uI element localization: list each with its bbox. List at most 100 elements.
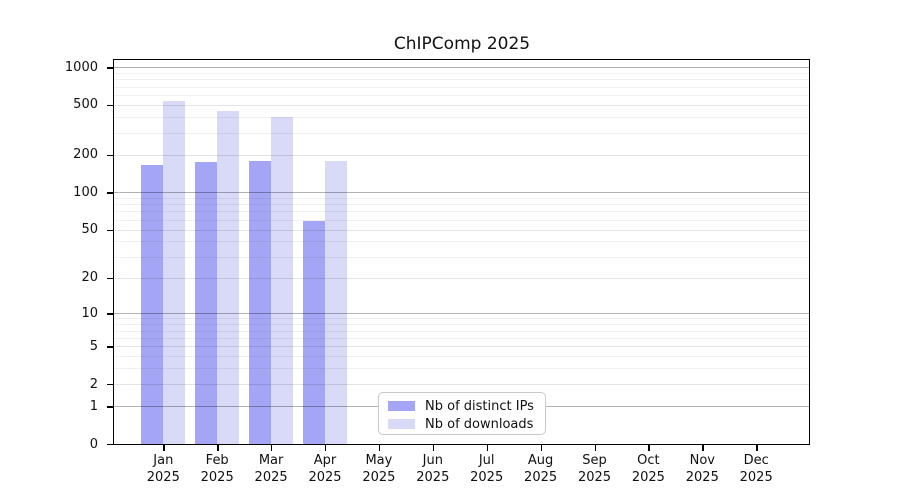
- gridline-minor: [114, 324, 810, 326]
- y-axis-tick-label: 100: [73, 184, 98, 200]
- gridline-minor: [114, 356, 810, 358]
- year-label: 2025: [308, 470, 342, 485]
- year-label: 2025: [146, 470, 180, 485]
- x-axis-tick: [325, 444, 327, 451]
- y-axis-tick-label: 20: [81, 270, 98, 286]
- x-axis-tick-label: Oct 2025: [616, 452, 680, 486]
- x-axis-tick-label: Jul 2025: [455, 452, 519, 486]
- year-label: 2025: [685, 470, 719, 485]
- y-axis-tick: [107, 444, 114, 446]
- x-axis-tick-label: May 2025: [347, 452, 411, 486]
- gridline-minor: [114, 79, 810, 81]
- gridline-medium: [114, 346, 810, 348]
- month-label: Jan: [153, 453, 174, 468]
- month-label: Mar: [258, 453, 284, 468]
- legend-swatch-distinct-ips: [388, 401, 415, 411]
- gridline-minor: [114, 256, 810, 258]
- x-axis-tick-label: Sep 2025: [563, 452, 627, 486]
- x-axis-tick-label: Jun 2025: [401, 452, 465, 486]
- gridline-medium: [114, 104, 810, 106]
- y-axis-tick: [107, 192, 114, 194]
- gridline-major: [114, 313, 810, 315]
- y-axis-tick-label: 2: [89, 376, 98, 392]
- x-axis-tick: [540, 444, 542, 451]
- legend-entry-distinct-ips: Nb of distinct IPs: [379, 397, 545, 415]
- y-axis-tick: [107, 384, 114, 386]
- legend-entry-downloads: Nb of downloads: [379, 415, 545, 433]
- y-axis-tick: [107, 154, 114, 157]
- x-axis-tick-label: Feb 2025: [185, 452, 249, 486]
- gridline-minor: [114, 197, 810, 199]
- x-axis-tick: [702, 444, 704, 451]
- x-axis-tick: [756, 444, 758, 451]
- x-axis-tick: [486, 444, 489, 451]
- year-label: 2025: [470, 470, 504, 485]
- month-label: May: [365, 453, 393, 468]
- year-label: 2025: [416, 470, 450, 485]
- bar-distinct-ips-feb: [195, 161, 218, 444]
- x-axis-tick: [432, 444, 435, 451]
- gridline-minor: [114, 204, 810, 206]
- gridline-medium: [114, 384, 810, 386]
- x-axis-tick-label: Dec 2025: [724, 452, 788, 486]
- y-axis-tick: [107, 313, 114, 315]
- gridline-minor: [114, 330, 810, 332]
- bar-downloads-mar: [271, 116, 294, 444]
- gridline-minor: [114, 318, 810, 320]
- bar-downloads-feb: [217, 110, 240, 444]
- gridline-minor: [114, 132, 810, 134]
- bar-downloads-apr: [325, 161, 347, 444]
- month-label: Jun: [422, 453, 443, 468]
- month-label: Feb: [205, 453, 229, 468]
- y-axis-tick-label: 50: [81, 222, 98, 238]
- gridline-medium: [114, 154, 810, 156]
- y-axis-tick-label: 1000: [64, 59, 98, 75]
- y-axis-tick-label: 10: [81, 305, 98, 321]
- gridline-minor: [114, 117, 810, 119]
- y-axis-tick-label: 1: [89, 398, 98, 414]
- gridline-minor: [114, 94, 810, 96]
- month-label: Oct: [637, 453, 660, 468]
- year-label: 2025: [524, 470, 558, 485]
- year-label: 2025: [739, 470, 773, 485]
- month-label: Dec: [743, 453, 769, 468]
- x-axis-tick: [217, 444, 219, 451]
- y-axis-tick: [107, 67, 114, 69]
- chart-title: ChIPComp 2025: [393, 34, 531, 54]
- year-label: 2025: [362, 470, 396, 485]
- gridline-medium: [114, 229, 810, 231]
- gridline-major: [114, 192, 810, 194]
- year-label: 2025: [631, 470, 665, 485]
- legend-label-downloads: Nb of downloads: [425, 416, 534, 432]
- x-axis-tick: [378, 444, 381, 451]
- x-axis-tick-label: Aug 2025: [509, 452, 573, 486]
- bar-distinct-ips-jan: [141, 165, 164, 444]
- y-axis-tick-label: 5: [89, 338, 98, 354]
- year-label: 2025: [254, 470, 288, 485]
- gridline-minor: [114, 368, 810, 370]
- gridline-medium: [114, 277, 810, 279]
- y-axis-tick-label: 0: [89, 436, 98, 452]
- x-axis-tick-label: Mar 2025: [239, 452, 303, 486]
- y-axis-tick: [107, 104, 114, 107]
- x-axis-tick: [163, 444, 165, 451]
- gridline-minor: [114, 72, 810, 74]
- gridline-major: [114, 67, 810, 69]
- bar-distinct-ips-apr: [303, 220, 325, 444]
- x-axis-tick-label: Apr 2025: [293, 452, 357, 486]
- gridline-minor: [114, 337, 810, 339]
- year-label: 2025: [577, 470, 612, 485]
- y-axis-tick: [107, 346, 114, 348]
- y-axis-tick-label: 200: [73, 147, 98, 163]
- gridline-minor: [114, 211, 810, 213]
- x-axis-tick-label: Nov 2025: [670, 452, 734, 486]
- month-label: Aug: [527, 453, 554, 468]
- legend: Nb of distinct IPs Nb of downloads: [378, 392, 546, 435]
- gridline-minor: [114, 241, 810, 243]
- y-axis-tick: [107, 406, 114, 408]
- month-label: Apr: [313, 453, 337, 468]
- x-axis-tick: [594, 444, 596, 451]
- bar-distinct-ips-mar: [249, 161, 272, 444]
- y-axis-tick: [107, 277, 114, 280]
